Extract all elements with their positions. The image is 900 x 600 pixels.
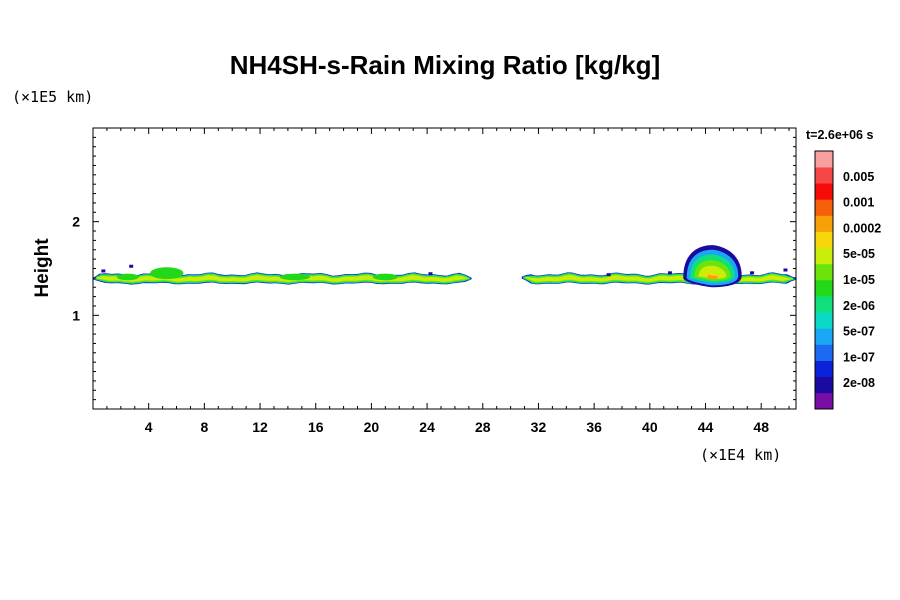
x-tick-label: 28 (475, 419, 491, 435)
colorbar-swatch (815, 247, 833, 265)
cloud-bump (279, 273, 311, 281)
colorbar-label: 0.001 (843, 196, 874, 210)
colorbar: 0.005 0.001 0.0002 5e-05 1e-05 2e-06 5e-07 1e-0… (814, 150, 881, 410)
x-tick-label: 48 (753, 419, 769, 435)
y-axis-label: Height (32, 238, 53, 298)
colorbar-label: 2e-08 (843, 376, 875, 390)
cloud-bump (372, 273, 398, 281)
colorbar-swatch (815, 312, 833, 329)
speck (667, 271, 672, 275)
colorbar-label: 2e-06 (843, 299, 875, 313)
x-tick-label: 36 (586, 419, 602, 435)
speck (783, 268, 788, 272)
y-scale-label: (×1E5 km) (12, 88, 93, 106)
x-tick-label: 24 (419, 419, 435, 435)
plot-area (93, 128, 796, 409)
speck (129, 264, 134, 268)
x-scale-label: (×1E4 km) (700, 446, 781, 464)
x-tick-label: 4 (145, 419, 153, 435)
colorbar-label: 0.0002 (843, 221, 881, 235)
colorbar-swatch (815, 215, 833, 232)
x-tick-label: 20 (364, 419, 380, 435)
x-tick-label: 44 (698, 419, 714, 435)
plot-content (93, 245, 796, 288)
x-tick-label: 8 (200, 419, 208, 435)
colorbar-swatch (815, 231, 833, 249)
cloud-bump (116, 273, 139, 281)
convective-cell-level-6 (707, 274, 718, 280)
speck (428, 272, 433, 276)
chart-title: NH4SH-s-Rain Mixing Ratio [kg/kg] (230, 50, 660, 80)
y-tick-label: 1 (72, 307, 80, 323)
colorbar-label: 5e-05 (843, 247, 875, 261)
colorbar-swatch (815, 183, 833, 200)
speck (606, 273, 611, 277)
x-tick-label: 32 (531, 419, 547, 435)
colorbar-swatch (815, 328, 833, 345)
colorbar-frame (814, 150, 834, 410)
y-tick-label: 2 (72, 214, 80, 230)
colorbar-swatch (815, 151, 833, 168)
speck (101, 269, 106, 273)
colorbar-swatch (815, 296, 833, 313)
colorbar-swatch (815, 360, 833, 378)
colorbar-label: 1e-05 (843, 273, 875, 287)
x-tick-label: 12 (252, 419, 268, 435)
x-tick-label: 40 (642, 419, 658, 435)
speck (750, 271, 755, 275)
time-label: t=2.6e+06 s (806, 128, 873, 142)
colorbar-swatch (815, 280, 833, 297)
colorbar-label: 1e-07 (843, 350, 875, 364)
cloud-bump (150, 267, 184, 280)
colorbar-swatch (815, 167, 833, 184)
colorbar-swatch (815, 392, 833, 410)
colorbar-swatch (815, 263, 833, 281)
colorbar-label: 5e-07 (843, 325, 875, 339)
colorbar-swatch (815, 376, 833, 394)
colorbar-swatch (815, 344, 833, 361)
colorbar-label: 0.005 (843, 170, 874, 184)
x-tick-label: 16 (308, 419, 324, 435)
colorbar-swatch (815, 199, 833, 216)
